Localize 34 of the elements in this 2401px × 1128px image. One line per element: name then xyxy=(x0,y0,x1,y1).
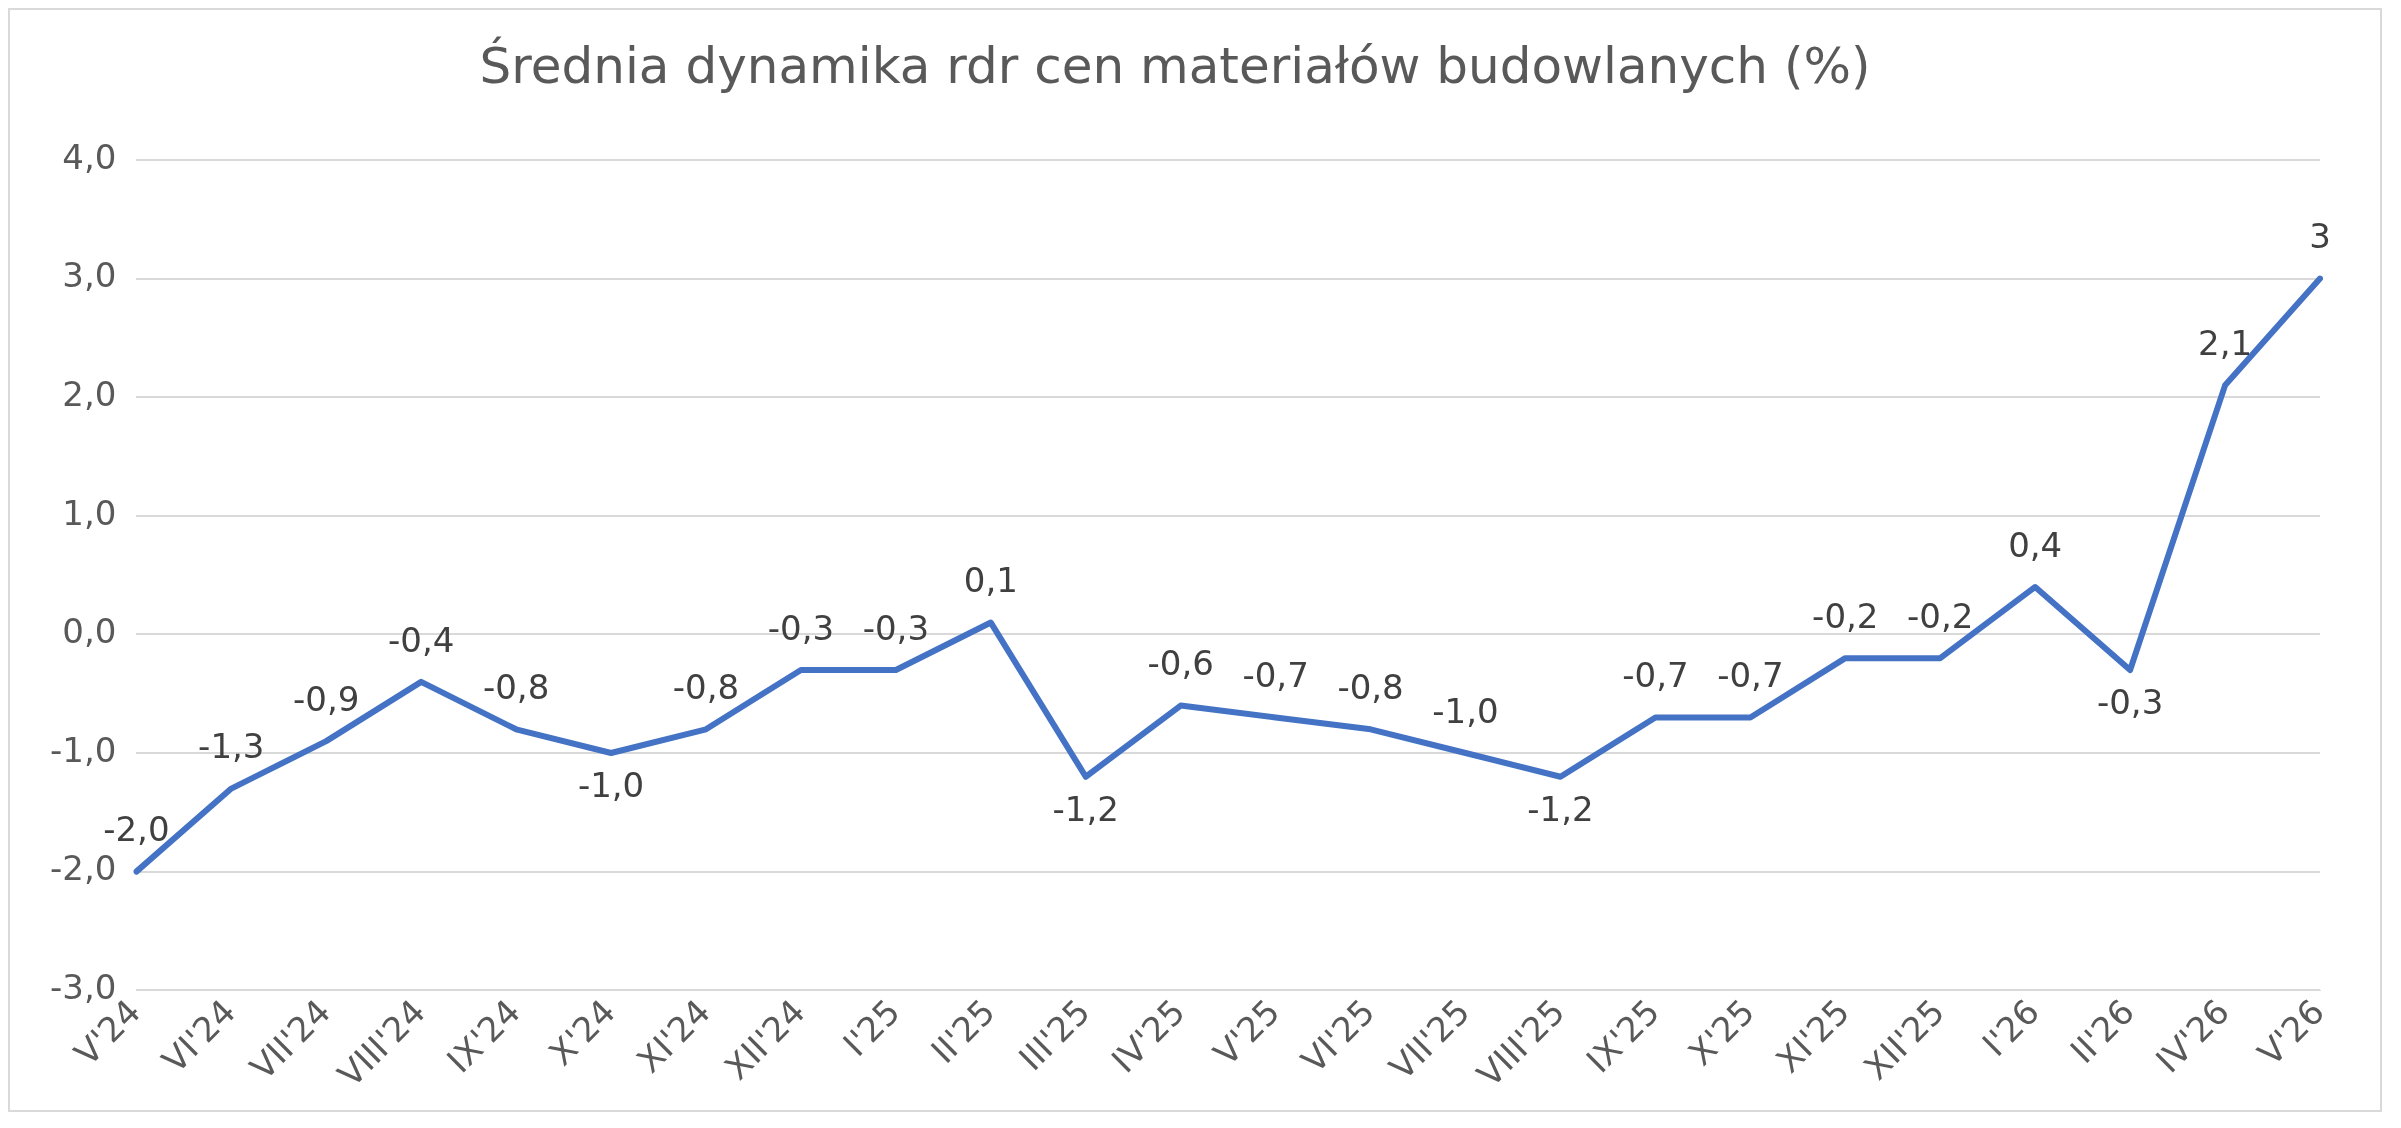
data-label: -0,2 xyxy=(1907,595,1974,636)
data-label: -1,3 xyxy=(198,726,265,767)
x-tick-label: I'25 xyxy=(835,991,908,1064)
data-label: 0,4 xyxy=(2008,524,2063,565)
data-label: -0,9 xyxy=(293,678,360,719)
data-label: -0,3 xyxy=(2096,681,2164,722)
data-label: 3 xyxy=(2309,216,2331,257)
data-label: 2,1 xyxy=(2198,323,2253,364)
data-label: -0,3 xyxy=(767,607,835,648)
data-label: -1,2 xyxy=(1527,788,1594,829)
data-label: -0,2 xyxy=(1812,595,1879,636)
y-tick-label: 3,0 xyxy=(62,255,117,296)
x-tick-label: I'26 xyxy=(1974,991,2048,1064)
data-label: -1,0 xyxy=(1432,690,1499,731)
data-label: -0,4 xyxy=(387,619,455,660)
data-label: -0,8 xyxy=(672,667,740,708)
data-label: -0,6 xyxy=(1147,643,1214,684)
data-label: -0,3 xyxy=(862,607,930,648)
y-tick-label: 4,0 xyxy=(62,136,117,177)
y-tick-label: 2,0 xyxy=(62,374,117,415)
y-tick-label: 1,0 xyxy=(62,492,117,533)
data-label: 0,1 xyxy=(963,560,1018,601)
data-label: -1,2 xyxy=(1052,788,1119,829)
data-label: -0,8 xyxy=(1337,667,1404,708)
data-label: -2,0 xyxy=(103,809,170,850)
chart-title: Średnia dynamika rdr cen materiałów budowlanych (%) xyxy=(479,35,1871,95)
data-label: -0,7 xyxy=(1242,655,1309,696)
data-label: -0,7 xyxy=(1717,655,1784,696)
y-tick-label: 0,0 xyxy=(62,611,117,652)
y-tick-label: -2,0 xyxy=(50,848,117,889)
data-label: -0,7 xyxy=(1622,655,1689,696)
y-tick-label: -1,0 xyxy=(50,729,117,770)
data-label: -0,8 xyxy=(482,667,550,708)
data-label: -1,0 xyxy=(577,764,645,805)
